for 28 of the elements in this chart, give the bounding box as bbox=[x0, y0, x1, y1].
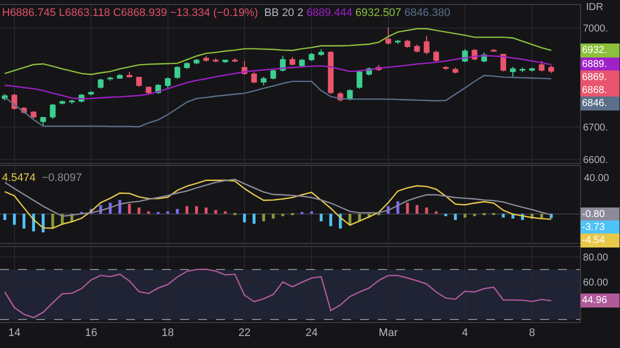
text: 40.00 bbox=[584, 173, 610, 184]
annotation: −0.8097 bbox=[42, 172, 82, 184]
x-tick-label: 14 bbox=[8, 327, 21, 340]
y-tick-label: 6700. bbox=[583, 122, 608, 134]
text: 6889. bbox=[582, 59, 608, 70]
x-tick-label: 24 bbox=[305, 327, 318, 340]
y-tick-label: 6600. bbox=[583, 155, 608, 166]
text: -4.54 bbox=[582, 235, 606, 246]
y-tick-label: 80.00 bbox=[583, 252, 608, 264]
text: -0.80 bbox=[582, 209, 606, 220]
x-tick-label: 8 bbox=[529, 327, 536, 340]
x-tick-label: Mar bbox=[378, 327, 398, 340]
text: 44.96 bbox=[582, 295, 608, 306]
text: 6846. bbox=[582, 98, 608, 109]
x-tick-label: 4 bbox=[462, 327, 468, 340]
y-tick-label: 7000. bbox=[583, 24, 608, 35]
text: IDR bbox=[586, 2, 604, 13]
text: 6869. bbox=[582, 72, 608, 83]
text: 6868. bbox=[582, 85, 608, 96]
text: 6932. bbox=[582, 45, 608, 56]
text: -3.73 bbox=[582, 222, 606, 233]
chart-subtitle: BB 20 2 6889.444 6932.507 6846.380 bbox=[264, 7, 450, 19]
x-tick-label: 18 bbox=[162, 327, 174, 340]
y-tick-label: 60.00 bbox=[583, 278, 608, 288]
x-tick-label: 16 bbox=[84, 327, 98, 340]
chart-title: H6886.745 L6863.118 C6868.939 −13.334 (−0.19%) bbox=[2, 7, 258, 19]
x-tick-label: 22 bbox=[238, 327, 251, 340]
annotation: 4.5474 bbox=[2, 172, 36, 184]
